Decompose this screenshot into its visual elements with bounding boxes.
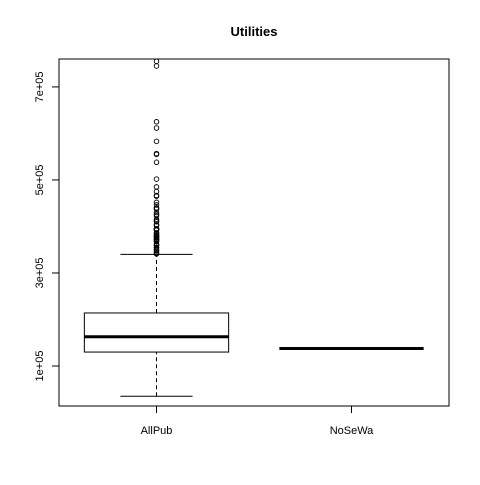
y-tick-label: 1e+05: [34, 351, 46, 382]
y-tick-label: 7e+05: [34, 71, 46, 102]
outlier-point: [153, 205, 160, 211]
x-tick-label: AllPub: [141, 425, 173, 437]
y-tick-label: 5e+05: [34, 164, 46, 195]
box-allpub: [83, 58, 230, 397]
x-axis: AllPub NoSeWa: [141, 405, 374, 437]
outlier-point: [153, 184, 160, 190]
boxes: [83, 58, 424, 397]
outlier-point: [153, 58, 160, 65]
y-axis: 1e+05 3e+05 5e+05 7e+05: [34, 71, 60, 382]
outlier-point: [153, 125, 160, 131]
outlier-point: [153, 176, 160, 182]
outlier-point: [153, 244, 160, 251]
x-tick-label: NoSeWa: [330, 425, 374, 437]
chart-title: Utilities: [231, 24, 278, 39]
outlier-point: [153, 138, 160, 145]
outlier-point: [153, 225, 160, 232]
outlier-point: [153, 199, 160, 206]
outlier-point: [153, 150, 160, 157]
outlier-point: [153, 192, 160, 199]
outlier-point: [153, 211, 160, 218]
outlier-point: [153, 202, 160, 208]
outlier-point: [153, 159, 160, 166]
iqr-box: [83, 312, 230, 353]
y-tick-label: 3e+05: [34, 258, 46, 289]
outlier-point: [153, 119, 160, 125]
